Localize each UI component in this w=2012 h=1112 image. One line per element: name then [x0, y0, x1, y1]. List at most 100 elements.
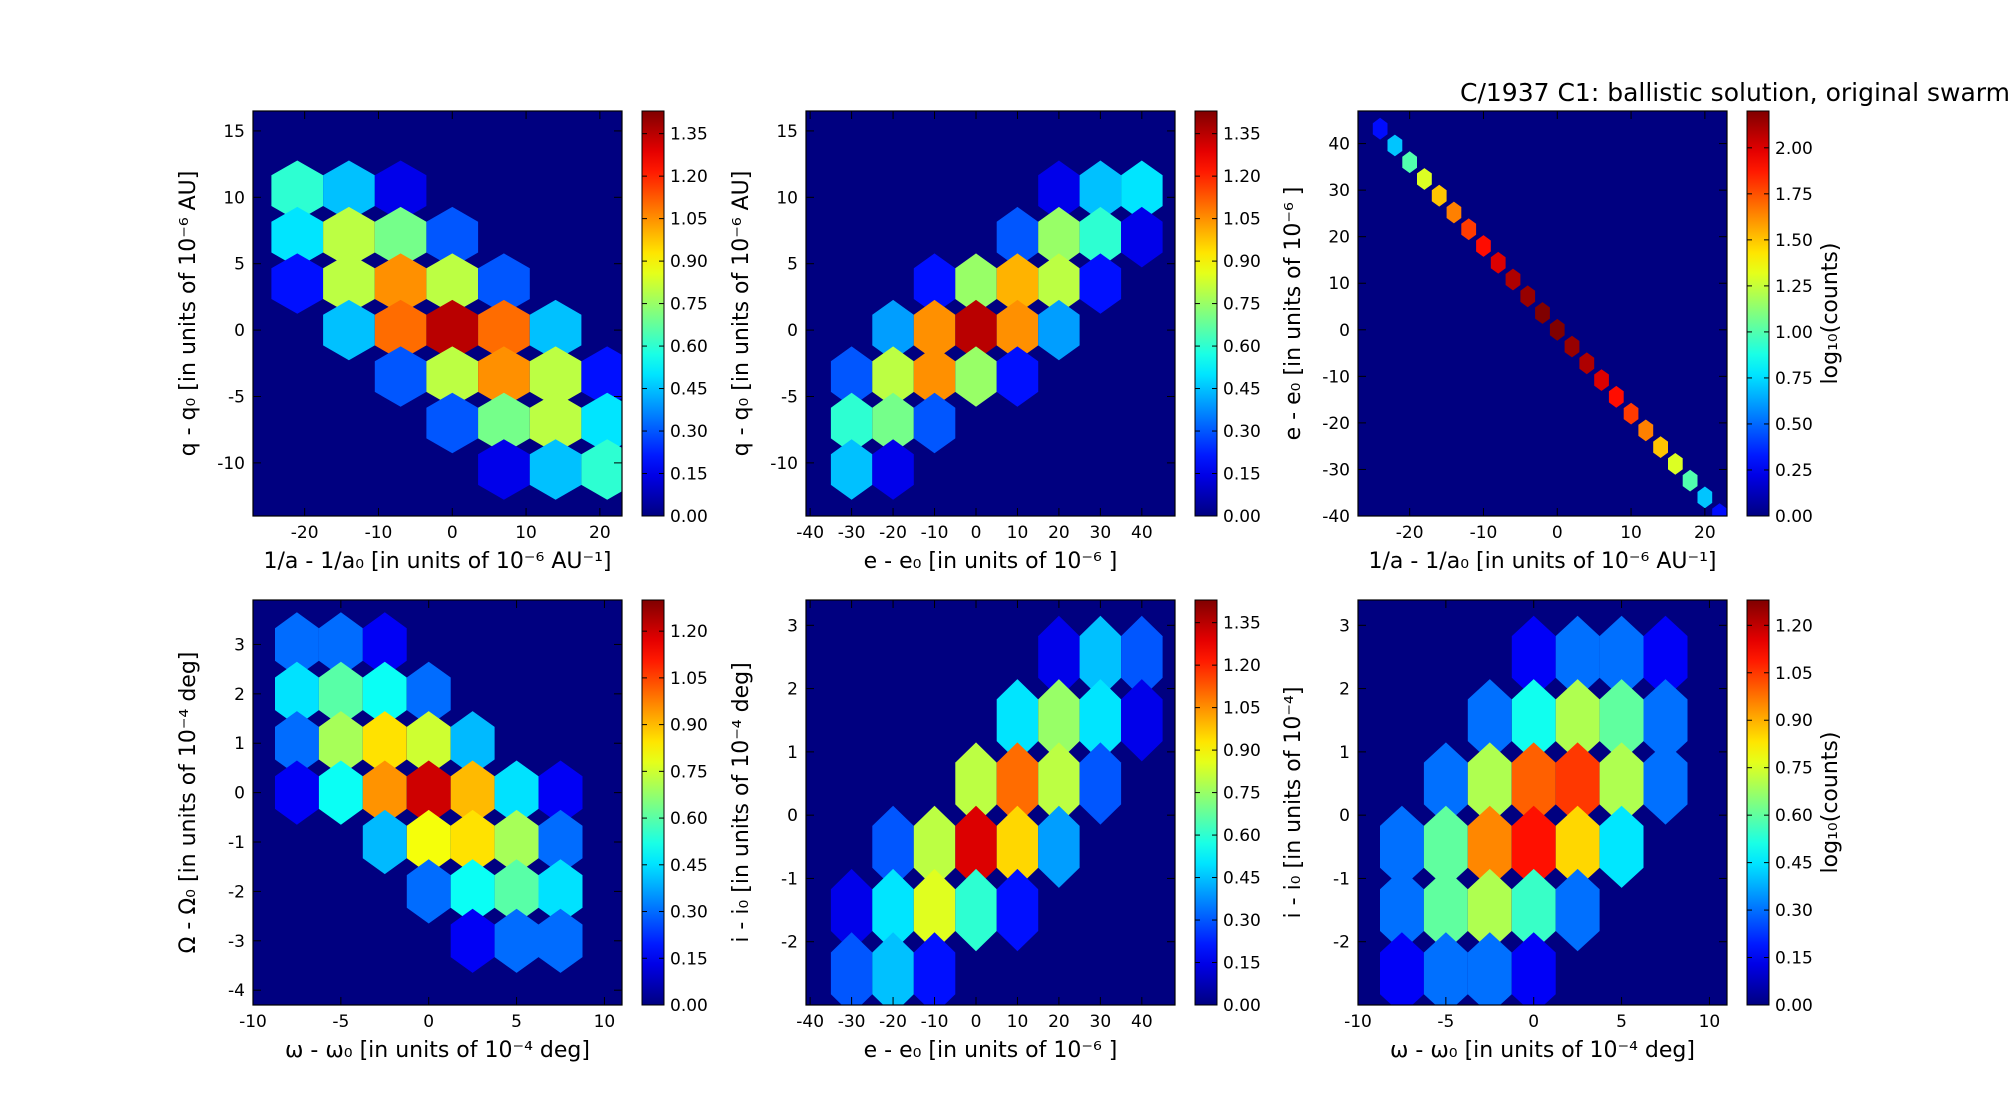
hex-cell [1638, 419, 1654, 442]
hex-cell [1121, 679, 1163, 762]
hex-cell [830, 439, 873, 500]
hex-cell [478, 346, 530, 407]
colorbar-tick-label: 1.20 [670, 622, 708, 642]
hex-cell [529, 299, 582, 361]
hex-cell [1643, 742, 1688, 825]
hex-cell [1079, 742, 1122, 825]
hex-cell [1038, 615, 1080, 699]
y-tick-label: 1 [787, 743, 798, 763]
colorbar-tick-label: 1.20 [1223, 656, 1261, 676]
hex-cell [1467, 932, 1512, 1005]
y-tick-label: -3 [228, 932, 245, 952]
x-tick-label: 10 [1699, 1012, 1721, 1032]
hex-cell [872, 299, 914, 361]
x-tick-label: 10 [1620, 523, 1642, 543]
hex-cell [1643, 615, 1688, 699]
colorbar-tick-label: 0.25 [1775, 461, 1813, 481]
hex-cell [1511, 742, 1556, 825]
hex-cell [996, 805, 1039, 888]
y-tick-label: 1 [234, 734, 245, 754]
axes-frame [1357, 110, 1728, 517]
x-axis-label: e - e₀ [in units of 10⁻⁶ ] [864, 549, 1118, 574]
x-tick-label: 20 [1694, 523, 1716, 543]
hex-cell [529, 439, 582, 500]
hex-cell [529, 392, 582, 454]
hex-cell [1380, 868, 1424, 952]
hex-cell [406, 809, 451, 875]
hex-cell [830, 868, 873, 952]
hex-cell [955, 742, 997, 825]
x-tick-label: -20 [879, 1012, 907, 1032]
x-tick-label: 0 [447, 523, 458, 543]
y-tick-label: 3 [787, 616, 798, 636]
hexbin [271, 160, 622, 500]
x-tick-label: 0 [971, 523, 982, 543]
hex-cell [913, 346, 956, 407]
y-tick-label: -2 [1333, 933, 1350, 953]
x-tick-label: -10 [1344, 1012, 1372, 1032]
x-tick-label: -30 [838, 523, 866, 543]
hex-cell [1423, 805, 1468, 888]
x-axis-label: ω - ω₀ [in units of 10⁻⁴ deg] [1390, 1038, 1695, 1063]
y-axis-label: q - q₀ [in units of 10⁻⁶ AU] [729, 171, 754, 457]
hex-cell [581, 346, 622, 407]
colorbar-tick-label: 0.00 [1775, 507, 1813, 527]
hex-cell [1387, 134, 1403, 157]
y-tick-label: -10 [1322, 367, 1350, 387]
hex-cell [1599, 742, 1644, 825]
hex-cell [1697, 486, 1713, 509]
colorbar-tick-label: 0.30 [670, 903, 708, 923]
hex-cell [1712, 503, 1727, 516]
hex-cell [830, 392, 873, 454]
hex-cell [271, 206, 324, 268]
x-axis-label: ω - ω₀ [in units of 10⁻⁴ deg] [285, 1038, 590, 1063]
hex-cell [996, 206, 1039, 268]
hex-cell [1467, 805, 1512, 888]
axes-frame [1357, 599, 1728, 1006]
y-tick-label: -20 [1322, 414, 1350, 434]
hex-cell [1520, 285, 1536, 308]
y-tick-label: 1 [1339, 743, 1350, 763]
hex-cell [494, 760, 539, 825]
colorbar-tick-label: 0.90 [1223, 252, 1261, 272]
hexbin [1380, 615, 1688, 1005]
y-tick-label: 2 [787, 680, 798, 700]
hex-cell [1505, 268, 1521, 291]
colorbar-tick-label: 0.15 [670, 949, 708, 969]
hex-cell [538, 908, 583, 973]
x-tick-label: 0 [423, 1012, 434, 1032]
x-tick-label: 0 [971, 1012, 982, 1032]
hex-cell [1079, 615, 1122, 699]
axes-frame [252, 599, 623, 1006]
hex-cell [406, 760, 451, 825]
hex-cell [913, 392, 956, 454]
hex-cell [1608, 385, 1624, 408]
hex-cell [1461, 218, 1477, 241]
hex-cell [1121, 206, 1163, 268]
y-tick-label: 10 [223, 188, 245, 208]
hex-cell [318, 612, 363, 677]
y-tick-label: 0 [787, 321, 798, 341]
x-tick-label: 20 [1048, 523, 1070, 543]
hex-cell [1511, 805, 1556, 888]
colorbar-tick-label: 0.00 [670, 996, 708, 1016]
y-tick-label: 5 [234, 255, 245, 275]
colorbar [641, 599, 665, 1006]
hex-cell [913, 932, 956, 1005]
y-axis-label: Ω - Ω₀ [in units of 10⁻⁴ deg] [176, 652, 201, 954]
colorbar [1746, 599, 1770, 1006]
hexbin [830, 615, 1163, 1005]
y-tick-label: 10 [776, 188, 798, 208]
hex-cell [872, 392, 914, 454]
hex-cell [1423, 742, 1468, 825]
y-tick-label: 0 [234, 321, 245, 341]
hex-cell [426, 392, 479, 454]
hex-cell [1476, 235, 1491, 257]
hex-cell [1038, 206, 1080, 268]
colorbar-tick-label: 0.15 [1775, 949, 1813, 969]
hex-cell [271, 160, 324, 221]
colorbar-tick-label: 0.60 [1775, 806, 1813, 826]
y-tick-label: 3 [1339, 616, 1350, 636]
hex-cell [913, 299, 956, 361]
hex-cell [362, 760, 407, 825]
